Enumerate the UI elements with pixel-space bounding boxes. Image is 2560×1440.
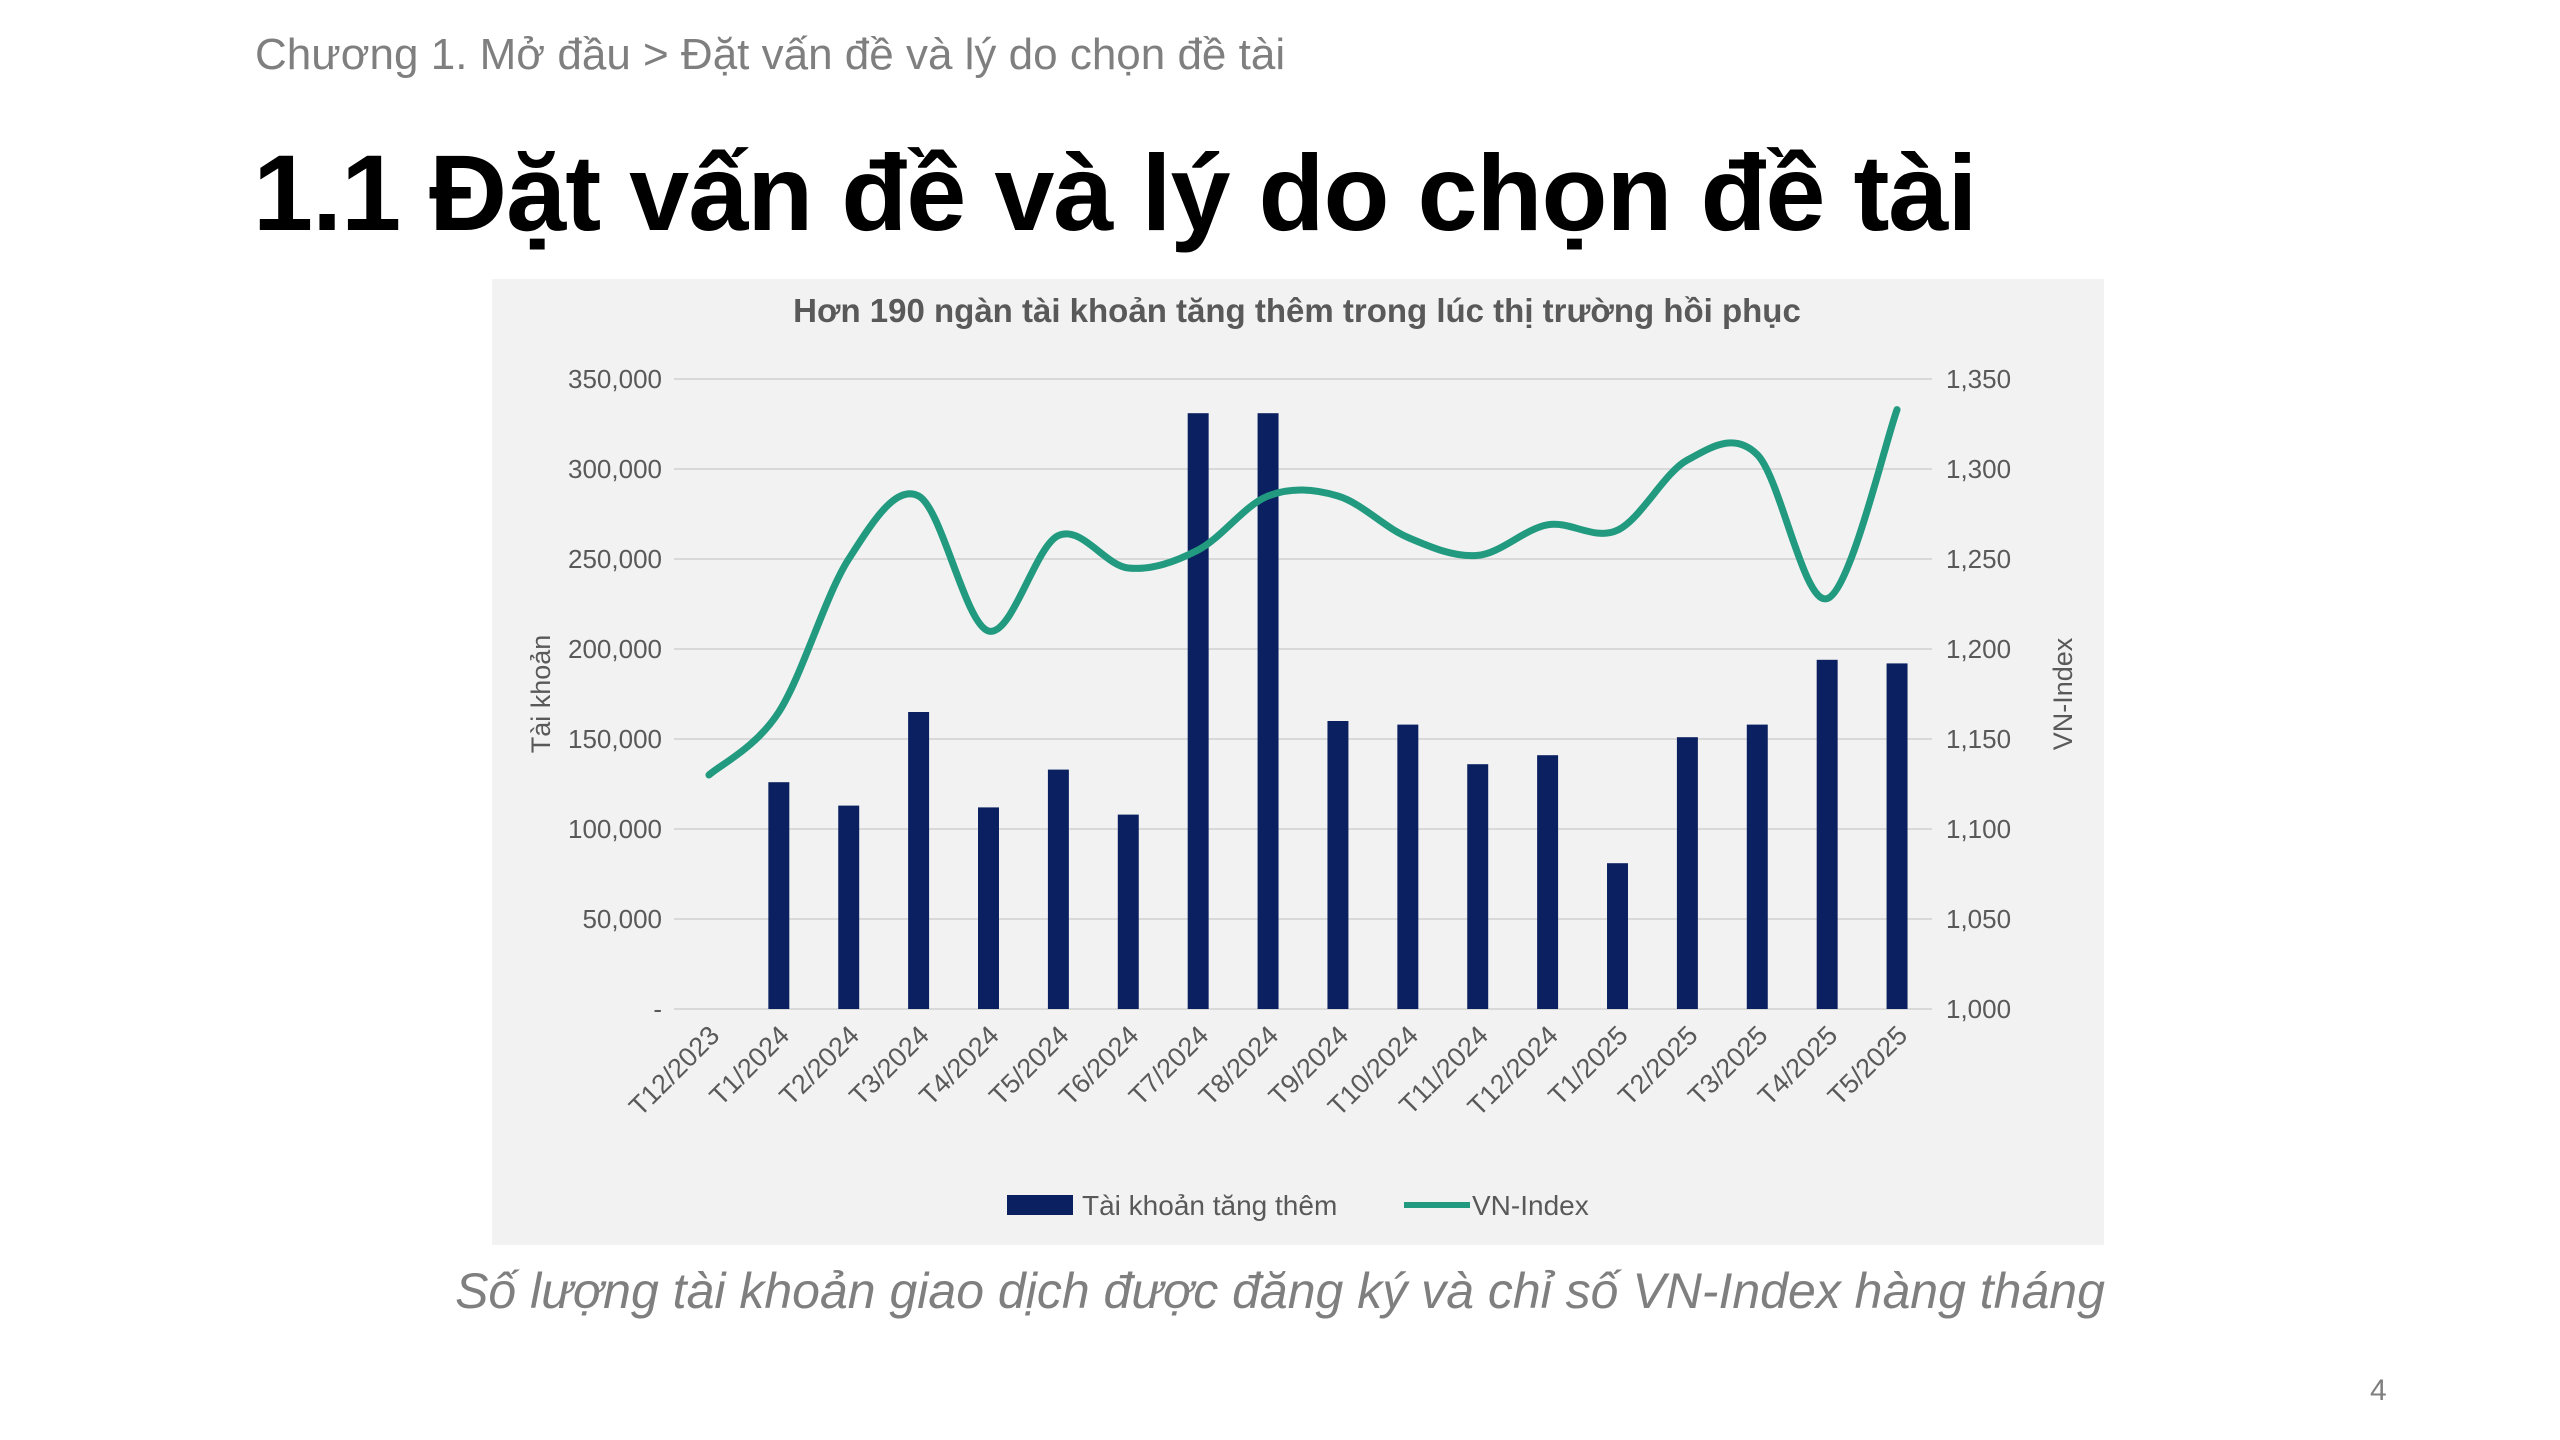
combo-chart: Hơn 190 ngàn tài khoản tăng thêm trong l… — [492, 279, 2104, 1245]
left-tick-label: 200,000 — [568, 634, 662, 664]
bar — [1887, 663, 1908, 1009]
left-axis-label: Tài khoản — [526, 635, 556, 754]
chart-panel: Hơn 190 ngàn tài khoản tăng thêm trong l… — [492, 279, 2104, 1245]
legend-bar-label: Tài khoản tăng thêm — [1082, 1190, 1337, 1221]
x-axis: T12/2023T1/2024T2/2024T3/2024T4/2024T5/2… — [623, 1020, 1913, 1122]
bar — [768, 782, 789, 1009]
bar — [1188, 413, 1209, 1009]
bar — [1677, 737, 1698, 1009]
bar — [1118, 815, 1139, 1009]
bar — [1817, 660, 1838, 1009]
right-tick-label: 1,300 — [1946, 454, 2011, 484]
left-tick-label: 250,000 — [568, 544, 662, 574]
breadcrumb: Chương 1. Mở đầu > Đặt vấn đề và lý do c… — [255, 30, 1285, 80]
left-tick-label: - — [653, 994, 662, 1024]
legend-bar-swatch — [1007, 1195, 1073, 1215]
right-tick-label: 1,350 — [1946, 364, 2011, 394]
left-tick-label: 300,000 — [568, 454, 662, 484]
left-tick-label: 100,000 — [568, 814, 662, 844]
gridlines — [674, 379, 1932, 1009]
bar — [1537, 755, 1558, 1009]
vn-index-line — [709, 410, 1897, 775]
left-tick-label: 350,000 — [568, 364, 662, 394]
bar — [1327, 721, 1348, 1009]
bar — [838, 806, 859, 1009]
x-tick-label: T12/2023 — [623, 1020, 725, 1122]
line-series — [709, 410, 1897, 776]
left-tick-label: 150,000 — [568, 724, 662, 754]
chart-legend: Tài khoản tăng thêm VN-Index — [1007, 1190, 1589, 1221]
legend-line-label: VN-Index — [1472, 1190, 1589, 1221]
bar — [978, 807, 999, 1009]
bar — [1747, 725, 1768, 1009]
figure-caption: Số lượng tài khoản giao dịch được đăng k… — [0, 1262, 2560, 1320]
bar — [1607, 863, 1628, 1009]
bar — [1397, 725, 1418, 1009]
right-axis: 1,000 1,050 1,100 1,150 1,200 1,250 1,300 1,350 — [1946, 364, 2011, 1024]
page-number: 4 — [2370, 1374, 2387, 1408]
right-tick-label: 1,000 — [1946, 994, 2011, 1024]
right-tick-label: 1,150 — [1946, 724, 2011, 754]
page-title: 1.1 Đặt vấn đề và lý do chọn đề tài — [253, 130, 1977, 255]
bar — [908, 712, 929, 1009]
right-tick-label: 1,200 — [1946, 634, 2011, 664]
left-tick-label: 50,000 — [582, 904, 662, 934]
bar — [1467, 764, 1488, 1009]
left-axis: - 50,000 100,000 150,000 200,000 250,000 300,0… — [568, 364, 662, 1024]
bar — [1048, 770, 1069, 1009]
right-tick-label: 1,250 — [1946, 544, 2011, 574]
right-tick-label: 1,100 — [1946, 814, 2011, 844]
right-axis-label: VN-Index — [2048, 637, 2078, 750]
right-tick-label: 1,050 — [1946, 904, 2011, 934]
chart-title: Hơn 190 ngàn tài khoản tăng thêm trong l… — [793, 292, 1801, 329]
